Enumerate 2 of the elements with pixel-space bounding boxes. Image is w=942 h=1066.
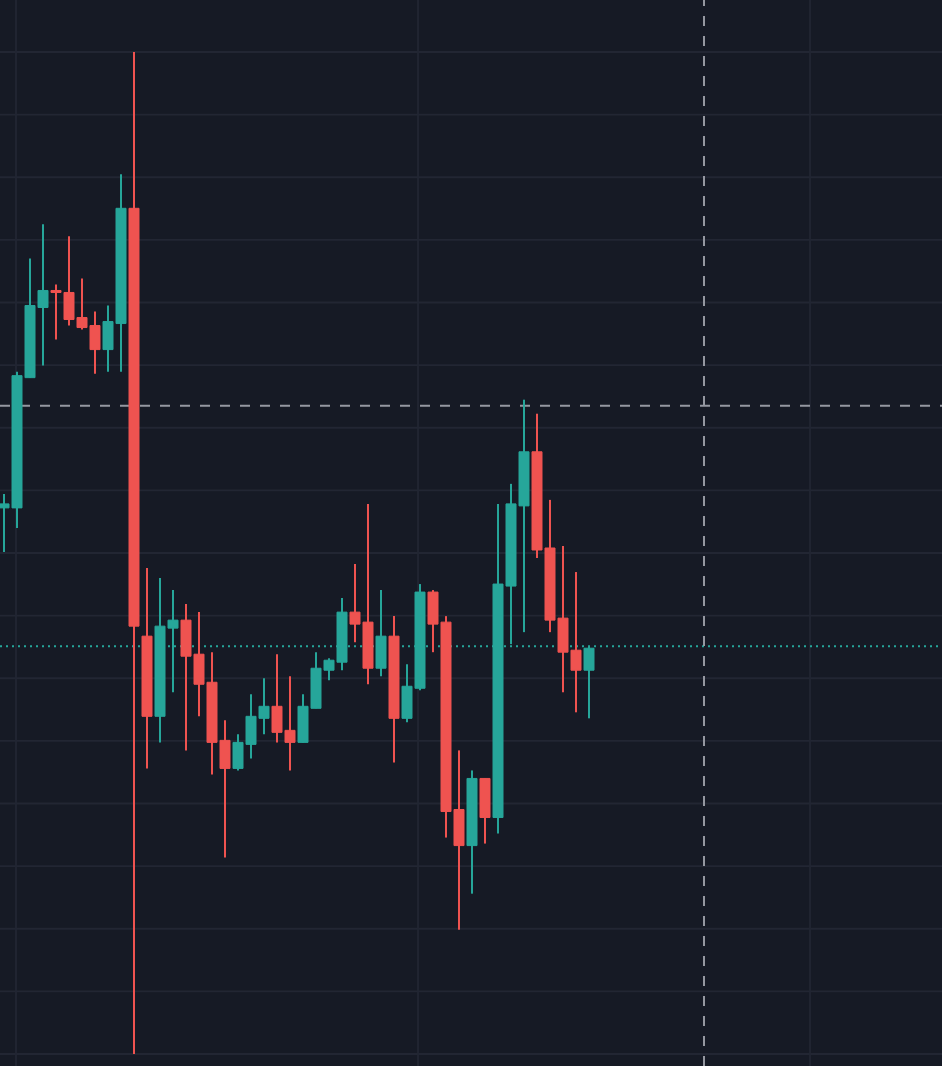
candlestick xyxy=(375,589,387,678)
candlestick xyxy=(479,777,491,845)
